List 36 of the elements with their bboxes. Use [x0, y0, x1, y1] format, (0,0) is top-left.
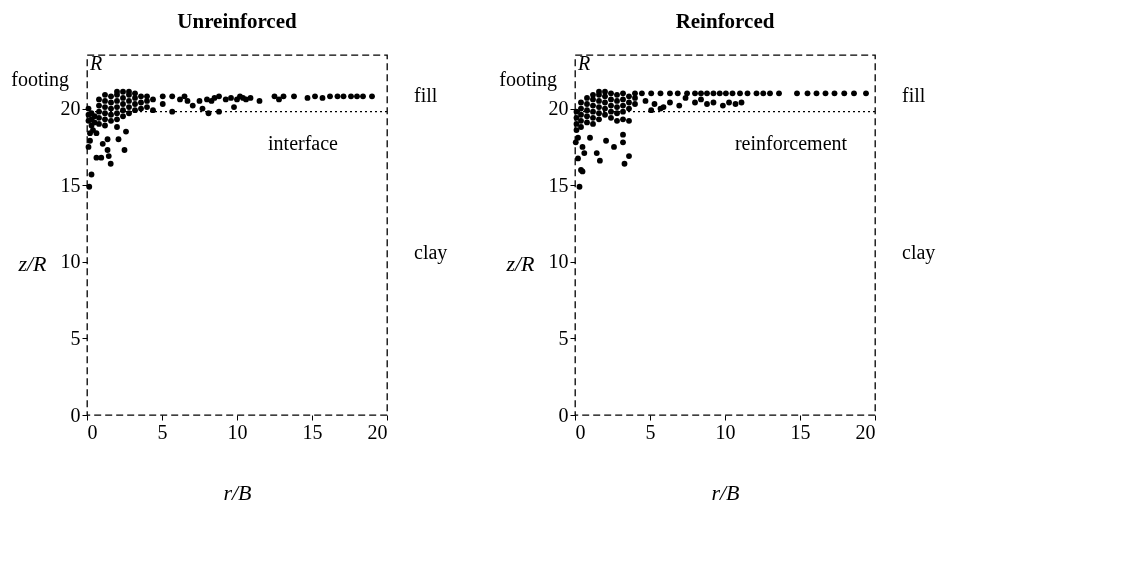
text: clay: [414, 241, 448, 264]
ref-line-label: interface: [268, 132, 339, 155]
text: footing: [499, 68, 557, 92]
x-tick-label: 5: [645, 420, 656, 443]
x-tick-label: 0: [87, 420, 98, 443]
y-tick-label: 10: [548, 250, 569, 273]
y-axis-title: z/R: [17, 251, 48, 277]
annotation: R: [88, 52, 103, 74]
x-tick-label: 20: [367, 420, 388, 443]
y-axis-title: z/R: [505, 251, 536, 277]
y-tick-label: 15: [548, 173, 569, 196]
chart-title: Reinforced: [675, 9, 775, 33]
x-axis-title: r/B: [711, 479, 740, 505]
x-tick-label: 10: [227, 420, 248, 443]
ref-line-label: reinforcement: [734, 132, 848, 155]
x-tick-label: 15: [302, 420, 323, 443]
y-tick-label: 0: [70, 403, 81, 426]
y-tick-label: 5: [70, 326, 81, 349]
y-tick-label: 20: [60, 97, 81, 120]
x-tick-label: 10: [715, 420, 736, 443]
x-tick-label: 20: [855, 420, 876, 443]
annotation: R: [576, 52, 591, 74]
y-tick-label: 0: [558, 403, 569, 426]
chart-title: Unreinforced: [177, 9, 297, 33]
y-tick-label: 15: [60, 173, 81, 196]
y-tick-label: 5: [558, 326, 569, 349]
x-tick-label: 5: [157, 420, 168, 443]
x-tick-label: 0: [575, 420, 586, 443]
x-axis-title: r/B: [223, 479, 252, 505]
text: fill: [414, 84, 438, 107]
text: clay: [902, 241, 936, 264]
y-tick-label: 10: [60, 250, 81, 273]
x-tick-label: 15: [790, 420, 811, 443]
text: footing: [11, 68, 69, 92]
text: fill: [902, 84, 926, 107]
y-tick-label: 20: [548, 97, 569, 120]
